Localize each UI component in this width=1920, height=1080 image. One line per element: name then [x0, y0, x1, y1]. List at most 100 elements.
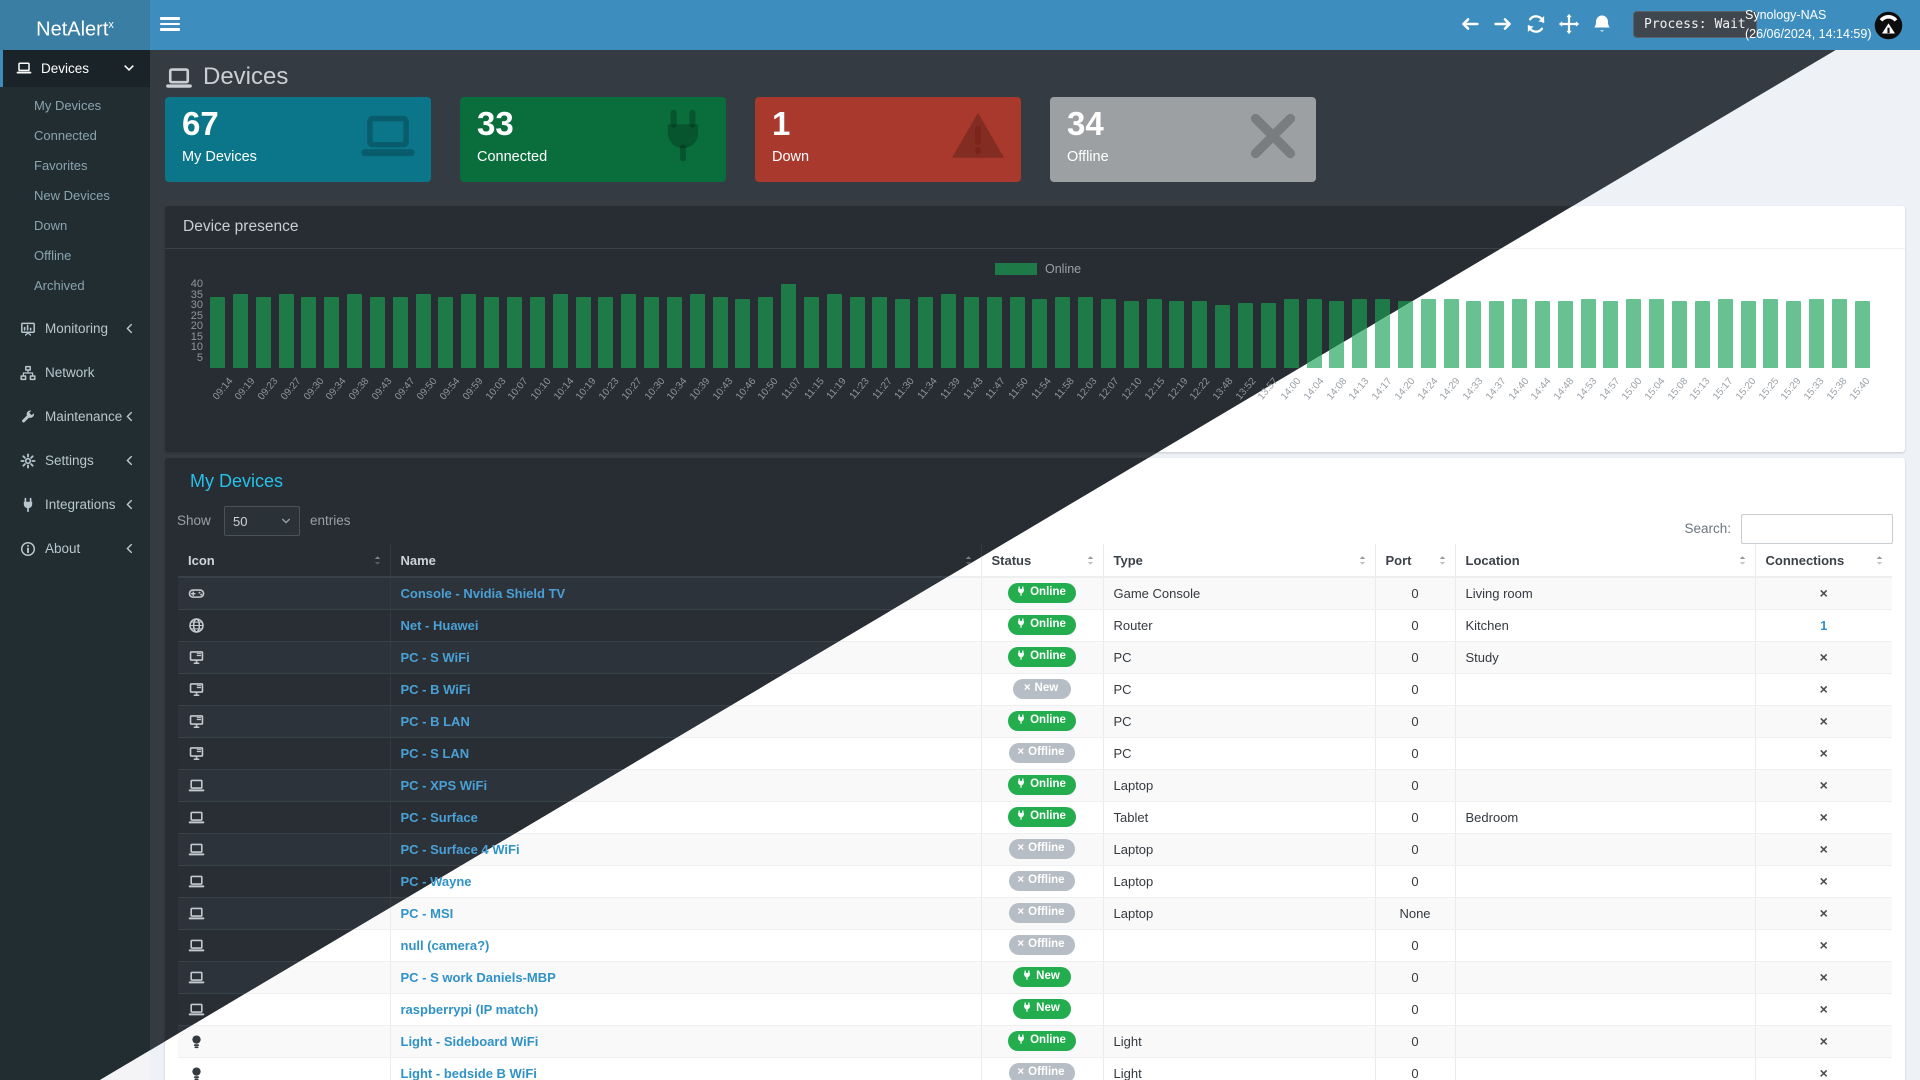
nav-back-button[interactable] [1459, 13, 1483, 37]
chart-bar[interactable] [1215, 305, 1231, 368]
column-header-type[interactable]: Type [1103, 544, 1376, 578]
sidebar-item-settings[interactable]: Settings [0, 439, 150, 483]
chart-bar[interactable] [1831, 299, 1847, 368]
chart-bar[interactable] [1009, 297, 1025, 368]
chart-bar[interactable] [324, 297, 340, 368]
chart-bar[interactable] [1603, 301, 1619, 368]
connections-x-icon[interactable]: × [1819, 1001, 1828, 1017]
chart-bar[interactable] [1237, 303, 1253, 368]
chart-bar[interactable] [781, 284, 797, 368]
chart-bar[interactable] [1740, 301, 1756, 368]
app-logo[interactable]: NetAlertx [0, 0, 150, 50]
chart-bar[interactable] [941, 294, 956, 368]
chart-bar[interactable] [735, 299, 751, 368]
sidebar-item-integrations[interactable]: Integrations [0, 483, 150, 527]
card-connected[interactable]: 33 Connected [460, 97, 726, 182]
device-name-link[interactable]: Net - Huawei [400, 617, 479, 633]
connections-x-icon[interactable]: × [1819, 585, 1828, 602]
chart-bar[interactable] [1809, 299, 1825, 368]
card-my-devices[interactable]: 67 My Devices [165, 97, 431, 182]
device-name-link[interactable]: PC - S LAN [400, 745, 470, 761]
device-name-link[interactable]: PC - Surface [400, 809, 478, 825]
sidebar-subitem-new-devices[interactable]: New Devices [34, 188, 110, 203]
device-name-link[interactable]: Light - bedside B WiFi [400, 1065, 537, 1080]
sidebar-toggle-button[interactable] [160, 17, 180, 33]
connections-x-icon[interactable]: × [1819, 809, 1828, 825]
connections-x-icon[interactable]: × [1819, 713, 1828, 729]
chart-bar[interactable] [369, 297, 385, 368]
chart-bar[interactable] [1055, 297, 1071, 368]
chart-bar[interactable] [1580, 299, 1596, 368]
sidebar-subitem-my-devices[interactable]: My Devices [34, 98, 102, 113]
bell-icon[interactable] [1591, 13, 1615, 37]
chart-bar[interactable] [529, 297, 545, 368]
card-down[interactable]: 1 Down [755, 97, 1021, 182]
chart-bar[interactable] [484, 297, 500, 368]
chart-bar[interactable] [895, 299, 911, 368]
chart-bar[interactable] [506, 297, 522, 368]
page-size-select[interactable]: 50 [224, 506, 300, 536]
chart-bar[interactable] [1854, 301, 1870, 368]
chart-bar[interactable] [1192, 301, 1208, 368]
chart-bar[interactable] [438, 297, 454, 368]
chart-bar[interactable] [1100, 299, 1116, 368]
chart-bar[interactable] [552, 294, 568, 368]
chart-bar[interactable] [392, 297, 408, 368]
device-name-link[interactable]: PC - B WiFi [400, 681, 471, 697]
move-icon[interactable] [1558, 13, 1582, 37]
column-header-location[interactable]: Location [1455, 544, 1756, 578]
device-name-link[interactable]: PC - B LAN [400, 713, 470, 729]
sidebar-item-network[interactable]: Network [0, 351, 150, 395]
chart-bar[interactable] [1420, 299, 1436, 368]
chart-bar[interactable] [918, 297, 934, 368]
device-name-link[interactable]: PC - S work Daniels-MBP [400, 969, 556, 985]
connections-x-icon[interactable]: × [1819, 1065, 1828, 1080]
chart-bar[interactable] [1169, 301, 1185, 368]
chart-bar[interactable] [1032, 299, 1048, 368]
chart-bar[interactable] [461, 294, 477, 368]
sidebar-item-monitoring[interactable]: Monitoring [0, 307, 150, 351]
column-header-port[interactable]: Port [1375, 544, 1456, 578]
connections-x-icon[interactable]: × [1819, 841, 1828, 857]
nav-forward-button[interactable] [1492, 13, 1516, 37]
chart-bar[interactable] [301, 297, 317, 368]
chart-bar[interactable] [1512, 299, 1528, 368]
column-header-name[interactable]: Name [390, 544, 982, 578]
chart-bar[interactable] [666, 297, 682, 368]
chart-bar[interactable] [1534, 301, 1550, 368]
sidebar-subitem-archived[interactable]: Archived [34, 278, 85, 293]
sidebar-subitem-favorites[interactable]: Favorites [34, 158, 88, 173]
chart-bar[interactable] [1557, 301, 1573, 368]
device-name-link[interactable]: Console - Nvidia Shield TV [400, 585, 566, 601]
connections-x-icon[interactable]: × [1819, 937, 1828, 953]
chart-bar[interactable] [803, 297, 819, 368]
connections-x-icon[interactable]: × [1819, 905, 1828, 921]
connections-x-icon[interactable]: × [1819, 681, 1828, 697]
chart-bar[interactable] [872, 297, 888, 368]
chart-bar[interactable] [1694, 301, 1710, 368]
process-status-badge[interactable]: Process: Wait [1633, 11, 1757, 38]
chart-bar[interactable] [1649, 299, 1665, 368]
sidebar-subitem-connected[interactable]: Connected [34, 128, 97, 143]
chart-bar[interactable] [255, 297, 271, 368]
column-header-connections[interactable]: Connections [1755, 544, 1892, 578]
chart-bar[interactable] [826, 294, 842, 368]
chart-bar[interactable] [1123, 301, 1139, 368]
chart-bar[interactable] [1283, 299, 1299, 368]
chart-bar[interactable] [644, 297, 660, 368]
card-offline[interactable]: 34 Offline [1050, 97, 1316, 182]
device-name-link[interactable]: Light - Sideboard WiFi [400, 1033, 539, 1049]
connections-x-icon[interactable]: × [1819, 777, 1828, 793]
chart-bar[interactable] [598, 297, 614, 368]
device-name-link[interactable]: raspberrypi (IP match) [400, 1001, 539, 1017]
sidebar-subitem-offline[interactable]: Offline [34, 248, 72, 263]
chart-bar[interactable] [963, 297, 979, 368]
chart-bar[interactable] [621, 294, 637, 368]
chart-bar[interactable] [712, 297, 728, 368]
chart-bar[interactable] [1146, 299, 1162, 368]
device-name-link[interactable]: PC - MSI [400, 905, 454, 921]
chart-bar[interactable] [415, 294, 431, 368]
chart-bar[interactable] [1626, 299, 1642, 368]
chart-bar[interactable] [1786, 301, 1802, 368]
device-name-link[interactable]: PC - S WiFi [400, 649, 470, 665]
